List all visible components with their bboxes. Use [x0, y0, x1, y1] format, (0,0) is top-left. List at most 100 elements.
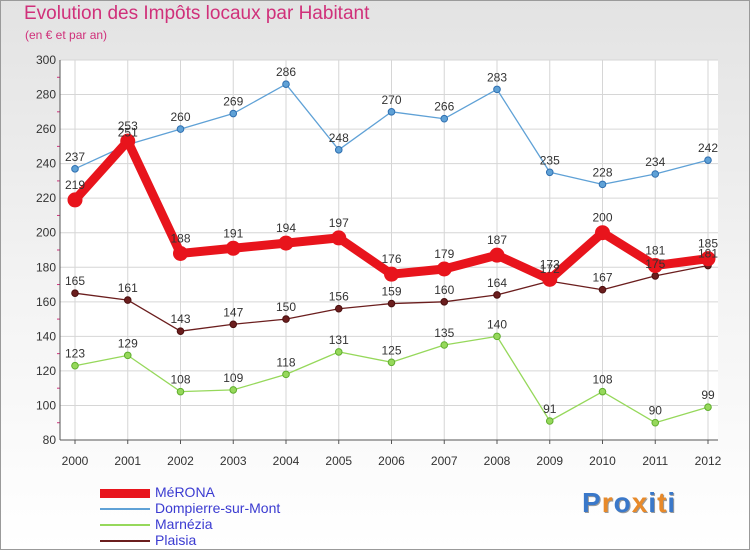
data-label-plaisia: 165 [65, 274, 85, 288]
data-label-merona: 197 [329, 216, 349, 230]
data-label-dompierre-sur-mont: 248 [329, 131, 349, 145]
logo-letter: r [601, 487, 614, 518]
data-point-dompierre-sur-mont [334, 146, 343, 154]
x-tick-label: 2002 [167, 454, 194, 468]
logo-letter: o [613, 487, 632, 518]
data-label-marnezia: 135 [434, 326, 454, 340]
data-label-marnezia: 99 [701, 388, 715, 402]
x-tick-label: 2008 [484, 454, 511, 468]
data-point-marnezia [493, 332, 501, 341]
logo-letter: t [657, 487, 668, 518]
data-label-marnezia: 123 [65, 347, 85, 361]
x-tick-label: 2000 [62, 454, 89, 468]
data-label-marnezia: 131 [329, 333, 349, 347]
data-point-plaisia [123, 296, 132, 304]
line-chart: 80 100 120 140 160 180 200 220 240 260 280 300 2000 2… [36, 53, 722, 468]
x-tick-label: 2001 [114, 454, 141, 468]
data-point-marnezia [440, 341, 449, 349]
data-label-plaisia: 160 [434, 283, 454, 297]
data-point-plaisia [229, 320, 238, 329]
data-point-merona [225, 240, 241, 256]
data-point-marnezia [387, 358, 396, 367]
data-label-merona: 176 [381, 252, 401, 266]
data-label-merona: 187 [487, 233, 507, 247]
data-label-plaisia: 161 [118, 281, 138, 295]
data-label-dompierre-sur-mont: 234 [645, 155, 665, 169]
logo-letter: i [648, 487, 658, 518]
x-tick-label: 2006 [378, 454, 405, 468]
data-label-plaisia: 172 [540, 262, 560, 276]
data-point-plaisia [176, 327, 185, 335]
data-point-marnezia [123, 351, 132, 360]
legend-swatch-merona [100, 488, 150, 498]
data-label-merona: 181 [645, 244, 665, 258]
series [67, 80, 716, 427]
logo-letter: P [582, 487, 602, 518]
y-tick-label: 100 [36, 398, 56, 412]
y-tick-label: 280 [36, 88, 56, 102]
logo-letter: x [631, 487, 649, 518]
x-tick-label: 2010 [589, 454, 616, 468]
data-label-marnezia: 109 [223, 371, 243, 385]
data-point-merona [436, 261, 452, 277]
data-point-dompierre-sur-mont [229, 109, 238, 118]
y-tick-label: 160 [36, 295, 56, 309]
x-tick-label: 2012 [695, 454, 722, 468]
x-tick-label: 2005 [325, 454, 352, 468]
data-point-dompierre-sur-mont [545, 168, 554, 177]
data-label-marnezia: 118 [276, 355, 295, 369]
data-label-dompierre-sur-mont: 286 [276, 65, 296, 79]
y-tick-label: 240 [36, 157, 56, 171]
legend-label-plaisia: Plaisia [155, 532, 197, 548]
legend-label-marnezia: Marnézia [155, 516, 213, 532]
x-tick-label: 2007 [431, 454, 458, 468]
data-point-dompierre-sur-mont [651, 170, 660, 178]
data-point-merona [700, 251, 716, 267]
data-point-marnezia [229, 386, 238, 394]
legend-swatch-dompierre-sur-mont [100, 508, 150, 510]
data-label-marnezia: 108 [170, 373, 190, 387]
data-label-marnezia: 140 [487, 317, 507, 331]
axes: 80 100 120 140 160 180 200 220 240 260 280 300 2000 2… [36, 53, 722, 468]
data-label-dompierre-sur-mont: 242 [698, 141, 718, 155]
data-point-marnezia [545, 417, 554, 425]
y-tick-label: 180 [36, 260, 56, 274]
data-label-merona: 191 [223, 226, 243, 240]
data-label-plaisia: 175 [645, 257, 665, 271]
data-point-merona [331, 230, 347, 246]
data-point-plaisia [71, 289, 79, 297]
data-point-merona [542, 271, 558, 287]
data-point-marnezia [598, 387, 607, 396]
data-point-plaisia [598, 285, 607, 294]
data-point-plaisia [334, 304, 343, 313]
data-label-dompierre-sur-mont: 270 [381, 93, 401, 107]
data-label-dompierre-sur-mont: 266 [434, 100, 454, 114]
data-point-plaisia [440, 298, 449, 306]
data-point-marnezia [176, 387, 185, 396]
data-label-merona: 219 [65, 178, 85, 192]
data-label-plaisia: 156 [329, 290, 349, 304]
data-label-marnezia: 125 [381, 343, 401, 357]
legend-label-dompierre-sur-mont: Dompierre-sur-Mont [155, 500, 281, 516]
data-label-marnezia: 91 [543, 402, 557, 416]
data-label-dompierre-sur-mont: 237 [65, 150, 85, 164]
data-point-merona [647, 258, 663, 274]
proxiti-logo: Proxiti [582, 487, 676, 519]
data-point-merona [278, 235, 294, 251]
data-point-merona [595, 225, 610, 241]
logo-letter: i [667, 487, 677, 518]
data-point-dompierre-sur-mont [387, 108, 396, 116]
y-tick-label: 220 [36, 191, 56, 205]
data-label-plaisia: 181 [698, 247, 718, 261]
data-point-plaisia [282, 315, 290, 323]
y-tick-label: 120 [36, 364, 56, 378]
y-tick-label: 200 [36, 226, 56, 240]
x-tick-label: 2004 [273, 454, 300, 468]
data-point-plaisia [387, 299, 396, 308]
y-tick-label: 260 [36, 122, 56, 136]
data-label-plaisia: 143 [170, 312, 190, 326]
data-point-marnezia [334, 348, 343, 356]
data-point-marnezia [651, 418, 660, 427]
legend-label-merona: MéRONA [155, 484, 215, 500]
data-point-marnezia [71, 361, 79, 370]
